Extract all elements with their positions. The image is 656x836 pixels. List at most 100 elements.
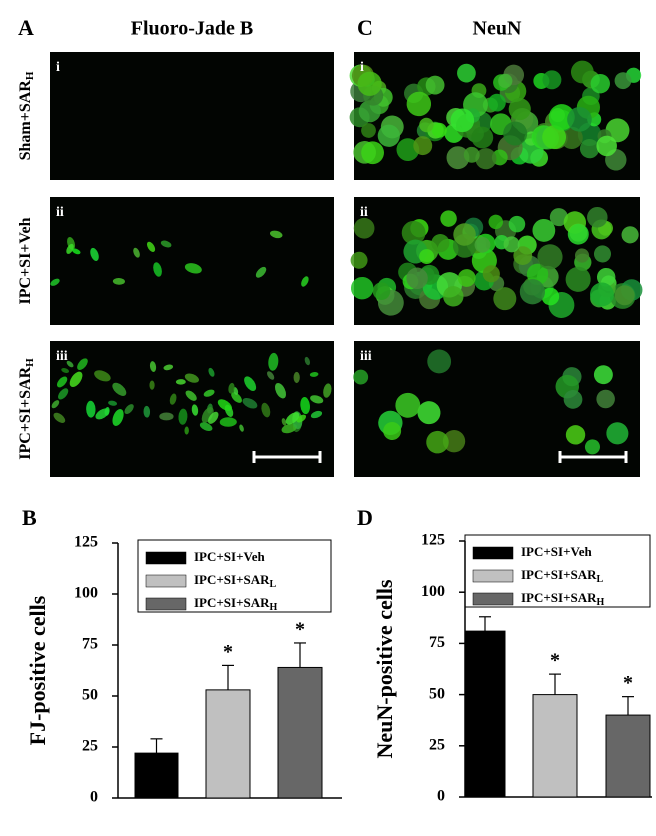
cell bbox=[357, 71, 382, 96]
cell bbox=[353, 369, 369, 385]
panel-title: Fluoro-Jade B bbox=[131, 18, 253, 40]
cell bbox=[596, 389, 615, 409]
y-axis-label: FJ-positive cells bbox=[25, 595, 50, 745]
legend-label: IPC+SI+Veh bbox=[521, 544, 592, 559]
cell bbox=[519, 279, 546, 305]
legend-swatch bbox=[145, 551, 187, 565]
cell bbox=[457, 269, 476, 287]
y-tick-label: 25 bbox=[82, 738, 98, 755]
cell bbox=[358, 100, 381, 123]
row-numeral: i bbox=[56, 60, 60, 75]
y-tick-label: 125 bbox=[74, 534, 98, 551]
y-axis-label: NeuN-positive cells bbox=[372, 579, 397, 758]
legend-box bbox=[464, 534, 651, 608]
cell bbox=[184, 263, 202, 274]
cell bbox=[596, 135, 617, 157]
scale-bar bbox=[252, 451, 322, 463]
cell bbox=[453, 223, 476, 246]
row-numeral: iii bbox=[360, 349, 372, 364]
cell bbox=[66, 243, 74, 254]
y-tick-label: 25 bbox=[429, 736, 445, 753]
cell bbox=[133, 247, 140, 258]
cell bbox=[614, 72, 632, 90]
cell bbox=[565, 425, 586, 445]
cell bbox=[565, 266, 591, 292]
cell bbox=[498, 73, 513, 89]
legend-name: IPC+SI+SAR bbox=[521, 590, 597, 605]
significance-marker: * bbox=[223, 641, 233, 663]
cell bbox=[532, 219, 556, 242]
cell bbox=[605, 118, 630, 143]
cell bbox=[77, 358, 88, 371]
cell bbox=[488, 93, 506, 112]
cell bbox=[593, 245, 612, 263]
cell bbox=[475, 148, 497, 170]
cell bbox=[219, 417, 237, 427]
cell bbox=[159, 412, 174, 421]
cell bbox=[112, 409, 124, 426]
legend-swatch bbox=[145, 574, 187, 588]
cell bbox=[69, 371, 83, 387]
y-tick-label: 50 bbox=[429, 685, 445, 702]
cell bbox=[217, 399, 232, 411]
cell bbox=[440, 210, 457, 227]
cell bbox=[169, 393, 177, 405]
row-label-sub: H bbox=[24, 71, 36, 80]
cell bbox=[255, 266, 267, 278]
row-numeral: ii bbox=[360, 205, 368, 220]
legend-label: IPC+SI+SARL bbox=[521, 567, 604, 585]
row-label-text: Sham+SAR bbox=[17, 80, 34, 161]
cell bbox=[474, 236, 491, 253]
micrograph bbox=[50, 197, 334, 325]
y-tick-label: 100 bbox=[74, 585, 98, 602]
cell bbox=[482, 265, 500, 283]
cell bbox=[175, 379, 186, 385]
cell bbox=[285, 412, 300, 425]
cell bbox=[569, 223, 588, 242]
y-tick-label: 100 bbox=[421, 583, 445, 600]
cell bbox=[53, 412, 66, 423]
cell bbox=[593, 365, 613, 385]
cell bbox=[56, 376, 68, 388]
cell bbox=[590, 73, 610, 94]
legend-label: IPC+SI+SARL bbox=[194, 572, 277, 590]
legend-sub: L bbox=[270, 579, 277, 590]
legend-swatch bbox=[472, 569, 514, 583]
cell bbox=[304, 356, 310, 366]
cell bbox=[579, 138, 600, 159]
cell bbox=[442, 430, 466, 453]
cell bbox=[61, 368, 70, 373]
cell bbox=[149, 361, 157, 372]
cell bbox=[614, 285, 635, 306]
cell bbox=[353, 217, 375, 239]
cell bbox=[567, 107, 592, 132]
cell bbox=[269, 230, 283, 239]
cell bbox=[508, 98, 531, 121]
cell bbox=[560, 126, 583, 149]
row-numeral: ii bbox=[56, 205, 64, 220]
cell bbox=[261, 402, 271, 418]
y-tick-label: 0 bbox=[90, 789, 98, 806]
cell bbox=[427, 349, 452, 374]
cell bbox=[621, 226, 639, 244]
cell bbox=[95, 408, 110, 420]
cell bbox=[86, 400, 96, 418]
cell bbox=[446, 146, 470, 170]
legend-name: IPC+SI+SAR bbox=[194, 572, 270, 587]
cell bbox=[488, 214, 503, 230]
legend-label: IPC+SI+SARH bbox=[521, 590, 605, 608]
cell bbox=[231, 392, 242, 403]
row-label: IPC+SI+Veh bbox=[17, 217, 34, 304]
cell bbox=[281, 423, 297, 434]
cell bbox=[301, 276, 309, 287]
bar bbox=[464, 630, 506, 798]
significance-marker: * bbox=[623, 672, 633, 694]
cell bbox=[508, 215, 526, 233]
cell bbox=[606, 422, 629, 445]
cell bbox=[244, 376, 257, 392]
cell bbox=[228, 382, 235, 394]
cell bbox=[300, 397, 310, 415]
cell bbox=[146, 241, 156, 252]
cell bbox=[419, 249, 435, 265]
cell bbox=[513, 246, 533, 266]
